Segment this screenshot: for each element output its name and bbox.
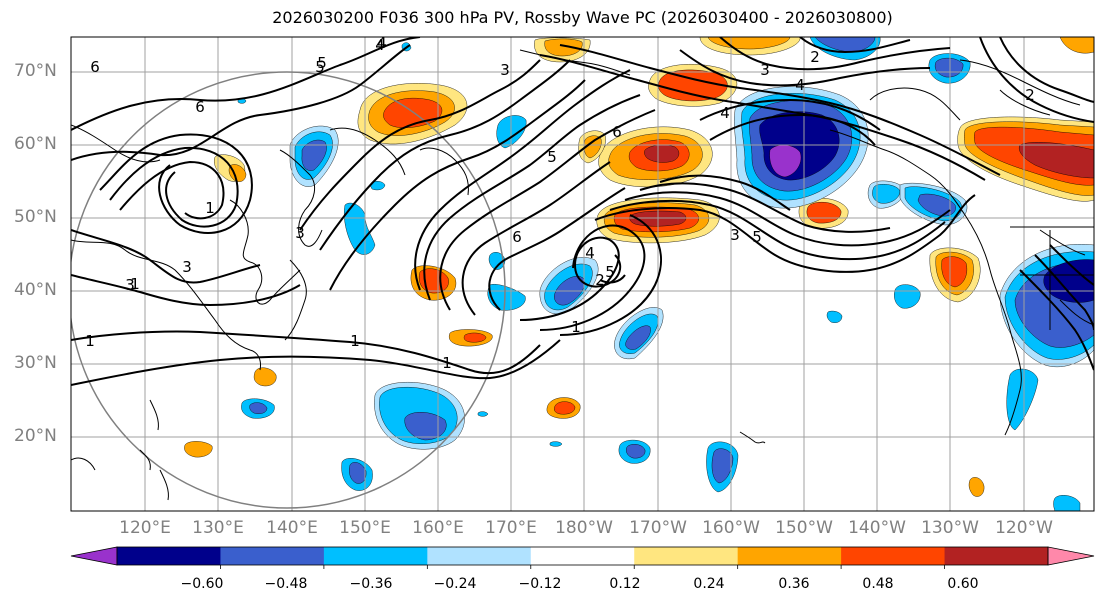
colorbar-segment [737, 547, 842, 565]
distance-circle [71, 71, 506, 509]
contour-label: 5 [752, 228, 762, 246]
contour-label: 3 [500, 61, 510, 79]
lon-label: 170°W [629, 518, 687, 538]
lat-label: 30°N [14, 353, 57, 373]
colorbar-segment [841, 547, 946, 565]
lat-label: 40°N [14, 280, 57, 300]
colorbar-tick-label: 0.36 [778, 576, 810, 592]
colorbar-segment [220, 547, 325, 565]
contour-label: 6 [612, 123, 622, 141]
colorbar-segment [530, 547, 635, 565]
contour-label: 4 [720, 104, 730, 122]
contour-label: 5 [315, 58, 325, 76]
colorbar-tick-label: −0.60 [180, 576, 224, 592]
lon-label: 120°E [119, 518, 171, 538]
colorbar-segment [117, 547, 221, 565]
colorbar [70, 546, 1095, 569]
lon-label: 140°E [266, 518, 318, 538]
contour-label: 3 [730, 226, 740, 244]
colorbar-tick-label: −0.36 [349, 576, 393, 592]
colorbar-segment [944, 547, 1049, 565]
colorbar-segment [427, 547, 532, 565]
contour-label: 5 [317, 54, 327, 72]
lon-label: 170°E [485, 518, 537, 538]
positive-anomaly-northeast [957, 116, 1094, 202]
contour-label: 6 [195, 98, 205, 116]
lat-label: 60°N [14, 134, 57, 154]
colorbar-tick-label: 0.12 [609, 576, 641, 592]
colorbar-tick-label: 0.24 [693, 576, 725, 592]
colorbar-tick-label: −0.24 [433, 576, 477, 592]
contour-label: 4 [795, 76, 805, 94]
lon-label: 140°W [848, 518, 906, 538]
contour-label: 6 [512, 228, 522, 246]
pv-contours [71, 37, 1094, 386]
lon-label: 130°W [921, 518, 979, 538]
lon-label: 150°W [775, 518, 833, 538]
colorbar-segment [323, 547, 428, 565]
contour-label: 1 [130, 275, 140, 293]
lat-label: 50°N [14, 207, 57, 227]
colorbar-tick-label: 0.48 [862, 576, 894, 592]
contour-label: 5 [605, 263, 615, 281]
lon-label: 150°E [339, 518, 391, 538]
map-frame [70, 36, 1095, 512]
colorbar-tick-label: 0.60 [947, 576, 979, 592]
contour-label: 3 [295, 224, 305, 242]
lat-label: 70°N [14, 61, 57, 81]
colorbar-extend-high [1047, 546, 1095, 566]
lon-label: 160°E [412, 518, 464, 538]
positive-anomaly-aleutian [648, 64, 738, 107]
contour-label: 4 [375, 36, 385, 54]
contour-label: 3 [760, 61, 770, 79]
lon-label: 160°W [702, 518, 760, 538]
contour-label: 3 [182, 258, 192, 276]
lat-label: 20°N [14, 426, 57, 446]
lon-label: 130°E [192, 518, 244, 538]
contour-label: 5 [547, 148, 557, 166]
contour-label: 2 [1025, 86, 1035, 104]
contour-label: 6 [90, 58, 100, 76]
colorbar-extend-low [70, 546, 118, 566]
contour-label: 3 [125, 276, 135, 294]
lon-label: 120°W [995, 518, 1053, 538]
lon-label: 180°W [555, 518, 613, 538]
contour-label: 4 [377, 34, 387, 52]
colorbar-tick-label: −0.12 [518, 576, 562, 592]
negative-anomaly-nw [237, 42, 527, 255]
contour-label: 1 [442, 354, 452, 372]
positive-anomaly-nw [357, 83, 468, 145]
contour-label: 2 [595, 271, 605, 289]
contour-label: 1 [571, 318, 581, 336]
contour-label: 4 [585, 244, 595, 262]
contour-label: 2 [810, 48, 820, 66]
contour-label: 1 [205, 199, 215, 217]
map-title: 2026030200 F036 300 hPa PV, Rossby Wave … [272, 8, 893, 27]
colorbar-frame [116, 546, 1049, 566]
colorbar-tick-label: −0.48 [264, 576, 308, 592]
colorbar-segment [634, 547, 739, 565]
contour-label: 1 [85, 332, 95, 350]
contour-label: 1 [350, 332, 360, 350]
